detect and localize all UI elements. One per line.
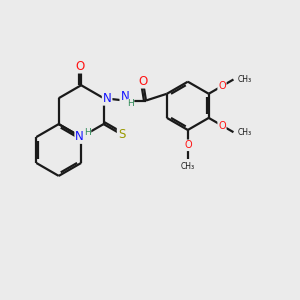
Text: O: O [218,81,226,91]
Text: S: S [118,128,125,141]
Text: N: N [103,92,112,105]
Text: O: O [75,60,84,73]
Text: O: O [218,121,226,130]
Text: H: H [84,128,91,137]
Text: N: N [120,91,129,103]
Text: H: H [127,99,134,108]
Text: CH₃: CH₃ [181,162,195,171]
Text: CH₃: CH₃ [238,75,252,84]
Text: N: N [75,130,84,143]
Text: O: O [184,140,192,150]
Text: O: O [138,75,148,88]
Text: CH₃: CH₃ [238,128,252,137]
